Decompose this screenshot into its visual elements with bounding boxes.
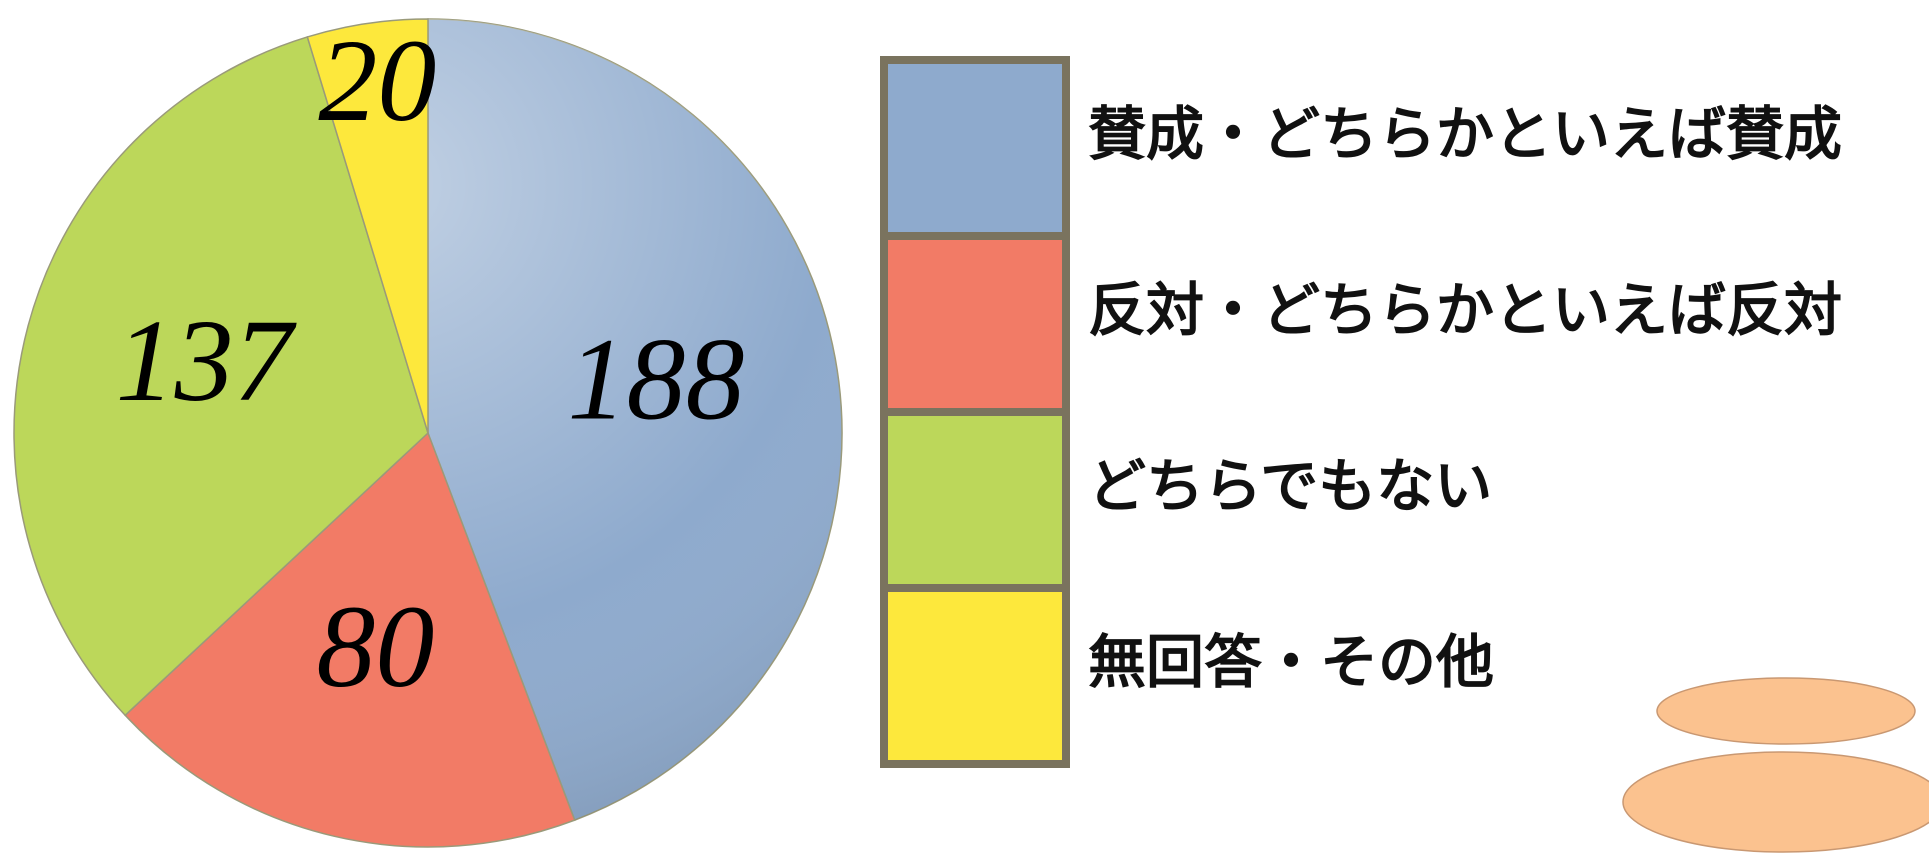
data-label: 20 xyxy=(318,15,436,146)
data-label: 188 xyxy=(568,313,745,444)
legend-label: どちらでもない xyxy=(1088,452,1492,520)
pie-slice xyxy=(124,431,576,848)
pie: 188 80 137 20 xyxy=(13,15,843,848)
pie-slice xyxy=(13,36,429,717)
legend-swatch xyxy=(880,584,1070,768)
data-label: 80 xyxy=(316,581,434,712)
legend-label: 反対・どちらかといえば反対 xyxy=(1088,276,1842,344)
decor-ellipse xyxy=(1656,677,1916,745)
legend-swatch xyxy=(880,408,1070,592)
pie-slice xyxy=(306,18,429,434)
legend-swatch xyxy=(880,56,1070,240)
decor-ellipse xyxy=(1622,751,1929,853)
legend-label: 賛成・どちらかといえば賛成 xyxy=(1088,100,1842,168)
legend-label: 無回答・その他 xyxy=(1088,628,1494,696)
legend-swatch xyxy=(880,232,1070,416)
data-label: 137 xyxy=(116,295,298,426)
